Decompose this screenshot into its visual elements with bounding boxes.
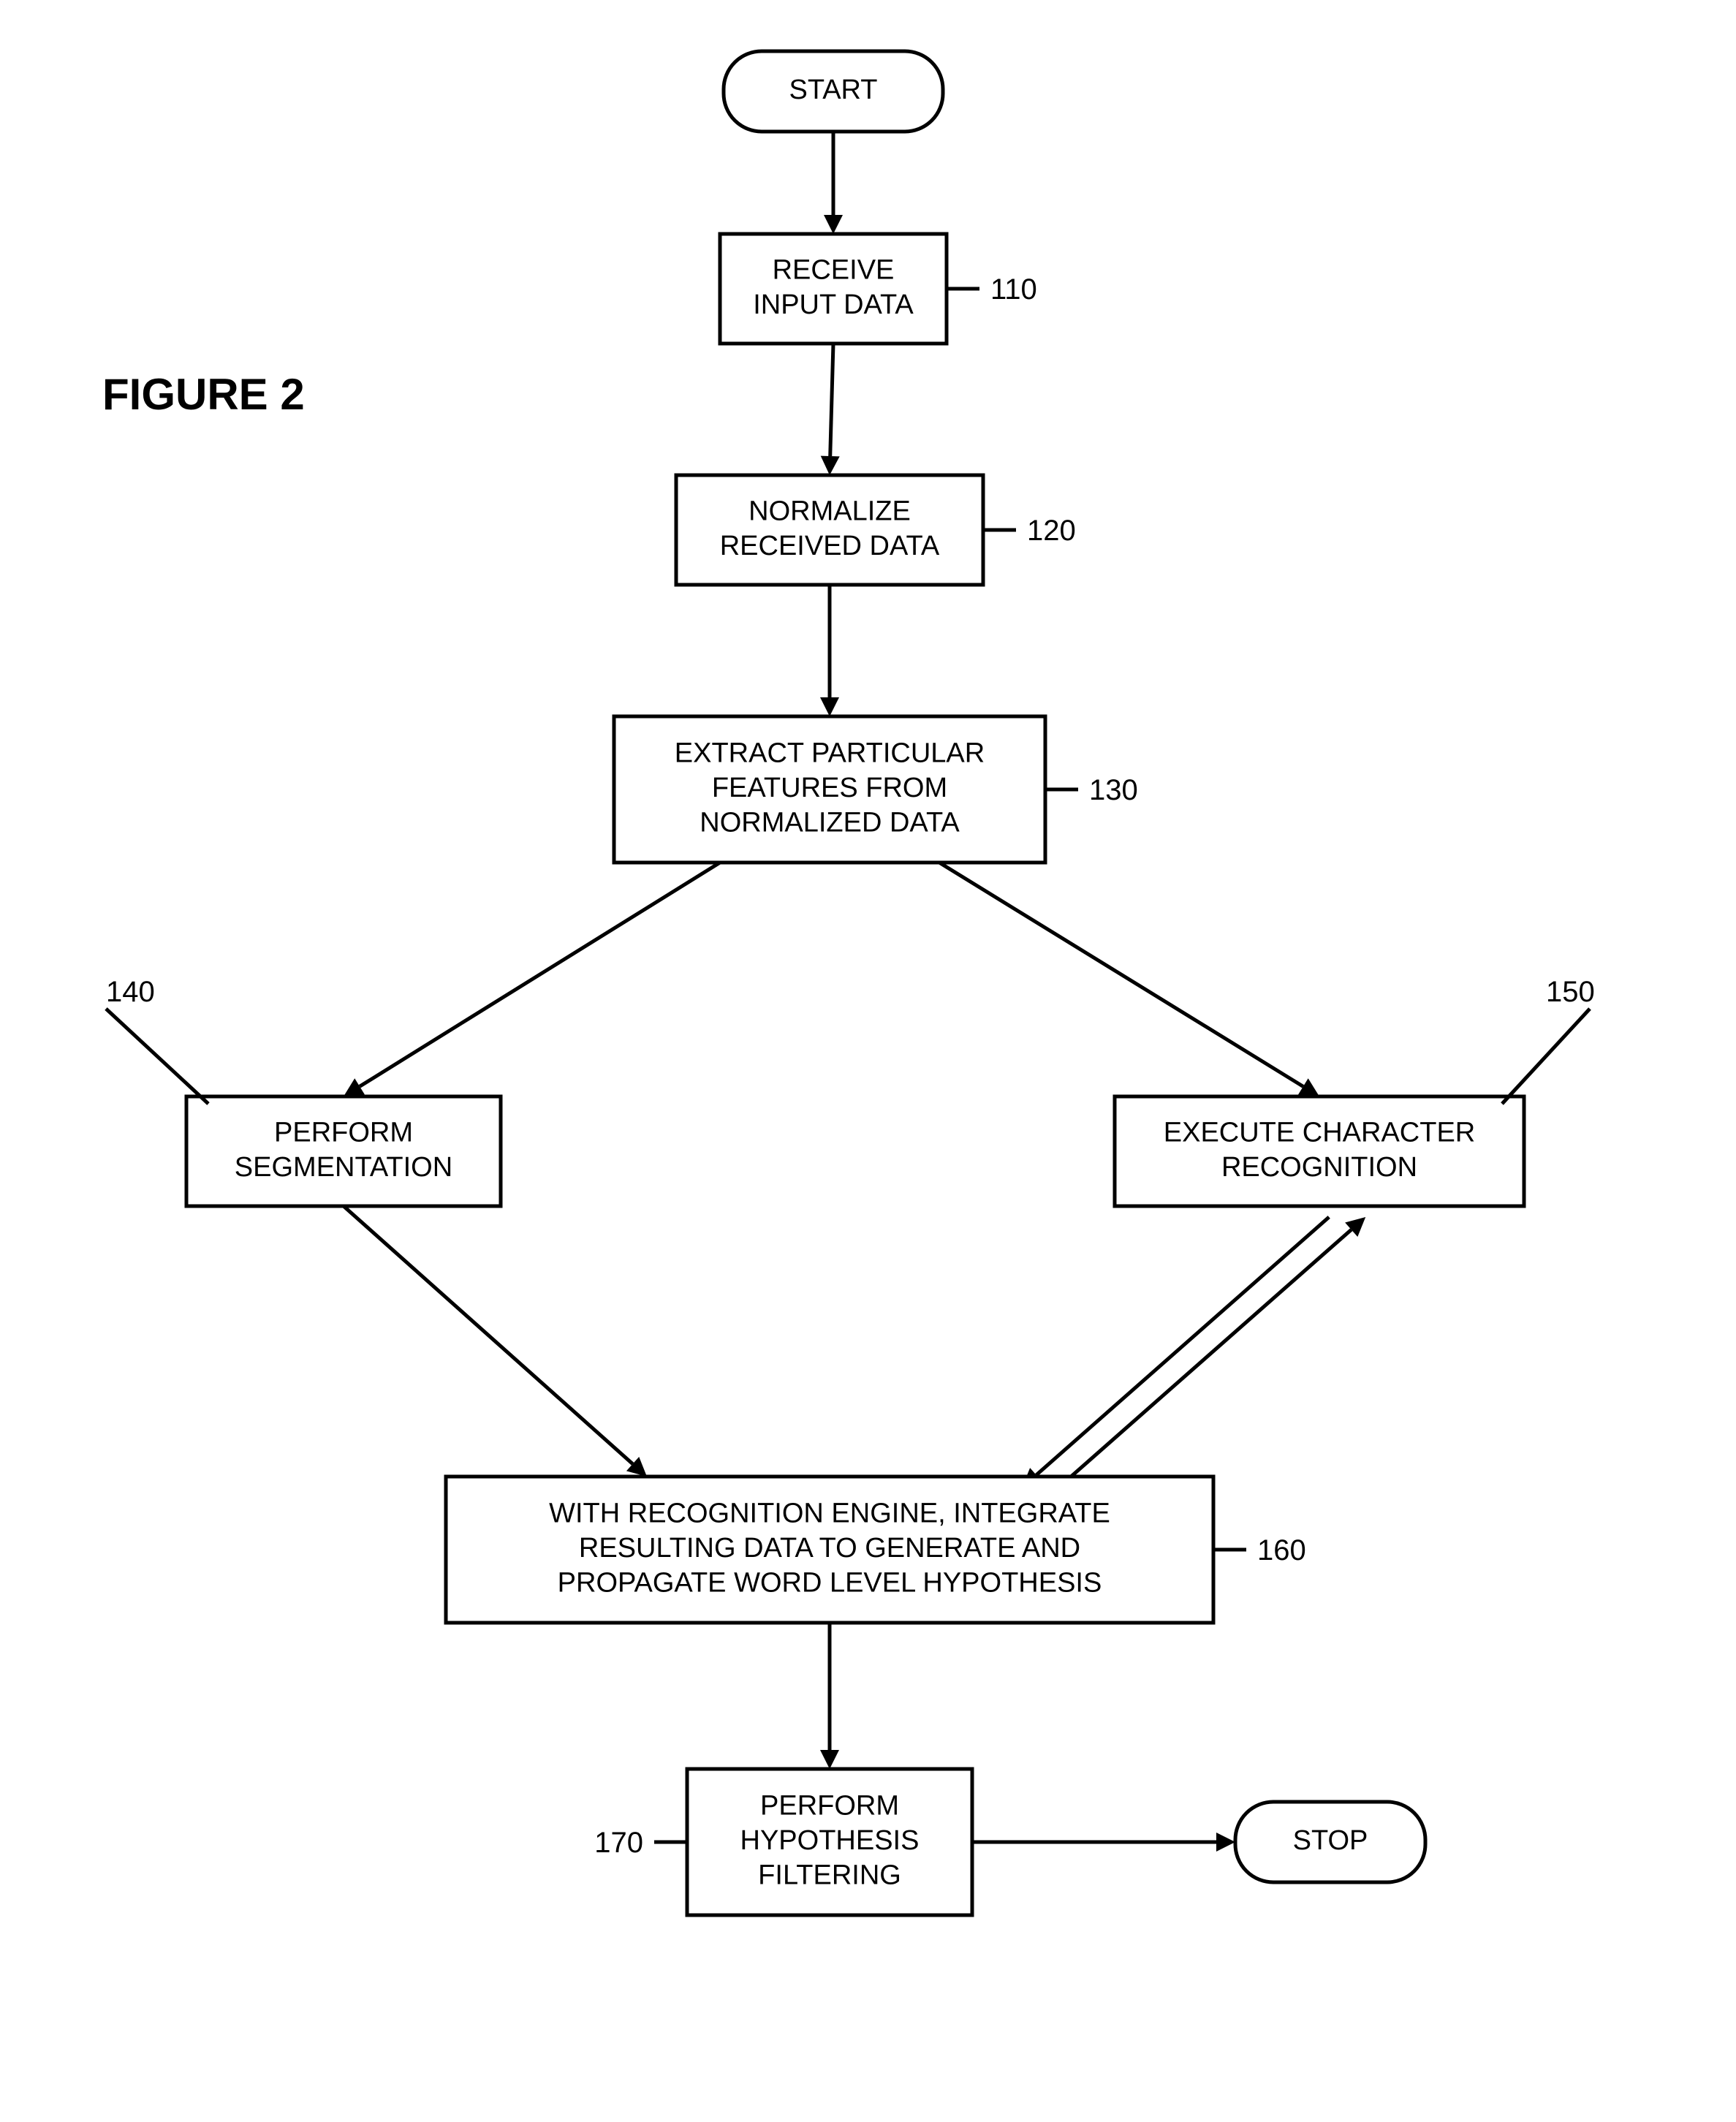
edge-n130-n140: [344, 863, 720, 1096]
node-n170-text-1: HYPOTHESIS: [740, 1825, 920, 1856]
figure-title: FIGURE 2: [102, 370, 305, 419]
node-n160: WITH RECOGNITION ENGINE, INTEGRATE RESULT…: [446, 1477, 1306, 1623]
node-n170-text-0: PERFORM: [760, 1791, 899, 1822]
label-170: 170: [594, 1827, 643, 1859]
edge-n110-n120: [821, 344, 840, 475]
node-n110-text-1: INPUT DATA: [753, 289, 914, 320]
node-n130: EXTRACT PARTICULAR FEATURES FROM NORMALIZE…: [614, 716, 1138, 863]
label-120: 120: [1027, 515, 1076, 547]
label-160: 160: [1257, 1534, 1306, 1566]
label-line-n140: [106, 1009, 208, 1104]
label-110: 110: [990, 273, 1037, 306]
node-n130-text-0: EXTRACT PARTICULAR: [675, 738, 985, 769]
node-n160-text-0: WITH RECOGNITION ENGINE, INTEGRATE: [549, 1498, 1110, 1529]
node-n160-text-2: PROPAGATE WORD LEVEL HYPOTHESIS: [558, 1568, 1102, 1599]
node-n150: EXECUTE CHARACTER RECOGNITION 150: [1115, 976, 1595, 1206]
node-start: START: [724, 51, 943, 132]
label-150: 150: [1546, 976, 1595, 1008]
node-n120-text-0: NORMALIZE: [748, 496, 911, 526]
edge-n160-n170: [820, 1623, 839, 1769]
node-n140-text-0: PERFORM: [274, 1117, 413, 1148]
node-n130-text-2: NORMALIZED DATA: [700, 808, 960, 838]
node-n110-text-0: RECEIVE: [773, 254, 895, 285]
node-start-text-0: START: [789, 75, 877, 105]
node-n140-text-1: SEGMENTATION: [235, 1152, 452, 1183]
edge-start-n110: [824, 132, 843, 234]
node-n120-text-1: RECEIVED DATA: [720, 531, 940, 561]
label-130: 130: [1089, 774, 1138, 806]
node-stop-text-0: STOP: [1293, 1825, 1368, 1856]
edge-n140-n160: [344, 1206, 647, 1477]
node-n130-text-1: FEATURES FROM: [712, 773, 947, 803]
label-140: 140: [106, 976, 155, 1008]
node-n110: RECEIVE INPUT DATA 110: [720, 234, 1037, 344]
node-n150-text-1: RECOGNITION: [1221, 1152, 1417, 1183]
node-n160-text-1: RESULTING DATA TO GENERATE AND: [579, 1533, 1080, 1564]
node-n120: NORMALIZE RECEIVED DATA 120: [676, 475, 1076, 585]
edge-n130-n150: [939, 863, 1319, 1096]
label-line-n150: [1502, 1009, 1590, 1104]
node-stop: STOP: [1235, 1802, 1425, 1882]
edge-n170-stop: [972, 1833, 1235, 1852]
node-n140: PERFORM SEGMENTATION 140: [106, 976, 501, 1206]
edge-n150-n160: [1022, 1217, 1329, 1488]
node-n150-text-0: EXECUTE CHARACTER: [1164, 1117, 1476, 1148]
edge-n160-n150: [1058, 1217, 1365, 1488]
node-n170-text-2: FILTERING: [758, 1860, 901, 1891]
node-n170: PERFORMHYPOTHESIS FILTERING 170: [594, 1769, 972, 1915]
edge-n120-n130: [820, 585, 839, 716]
